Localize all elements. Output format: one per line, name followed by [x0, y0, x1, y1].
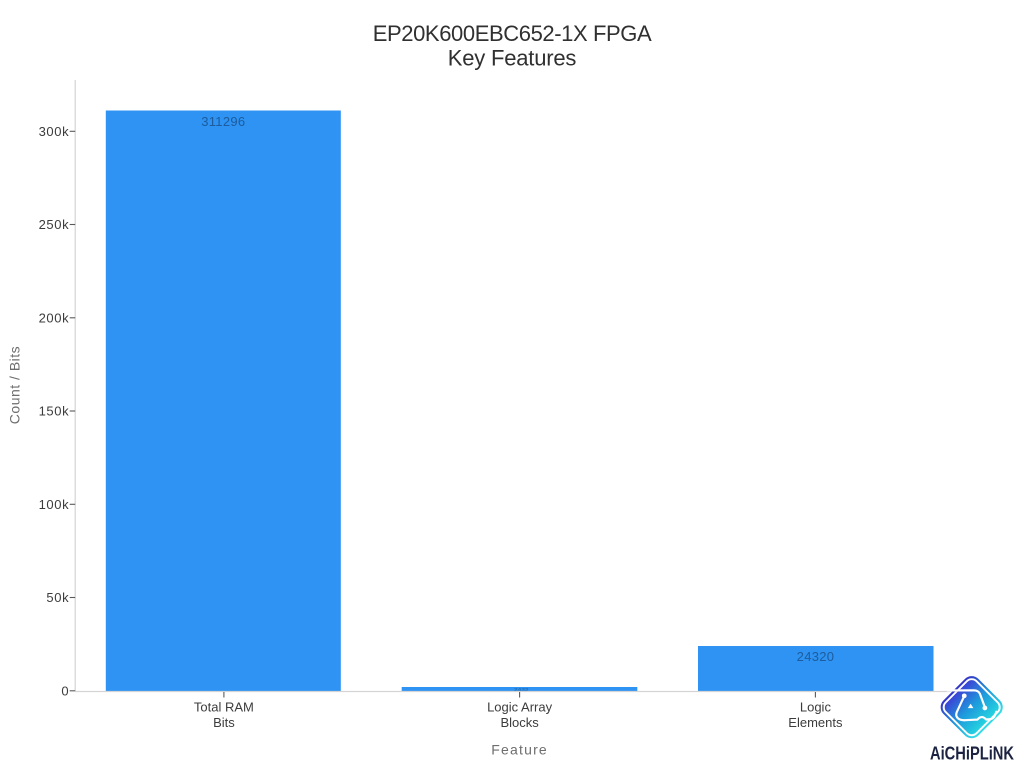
svg-text:Count / Bits: Count / Bits: [7, 346, 23, 424]
svg-text:150k: 150k: [39, 404, 70, 419]
svg-text:Logic Array: Logic Array: [487, 700, 553, 715]
svg-text:EP20K600EBC652-1X FPGA: EP20K600EBC652-1X FPGA: [373, 21, 652, 46]
svg-text:250k: 250k: [39, 217, 70, 232]
svg-text:311296: 311296: [201, 114, 245, 129]
svg-text:2432: 2432: [514, 688, 528, 693]
svg-text:Feature: Feature: [491, 742, 548, 758]
svg-text:Bits: Bits: [213, 715, 235, 730]
svg-text:Logic: Logic: [800, 700, 832, 715]
svg-text:Elements: Elements: [788, 715, 843, 730]
svg-text:200k: 200k: [39, 310, 70, 325]
svg-text:24320: 24320: [797, 649, 835, 664]
svg-text:AiCHiPLiNK: AiCHiPLiNK: [930, 744, 1014, 764]
svg-text:100k: 100k: [39, 497, 70, 512]
svg-text:300k: 300k: [39, 124, 70, 139]
svg-text:Total RAM: Total RAM: [194, 700, 254, 715]
svg-text:Key Features: Key Features: [448, 45, 577, 70]
svg-text:Blocks: Blocks: [500, 715, 539, 730]
svg-text:0: 0: [61, 683, 69, 698]
svg-text:50k: 50k: [46, 590, 69, 605]
